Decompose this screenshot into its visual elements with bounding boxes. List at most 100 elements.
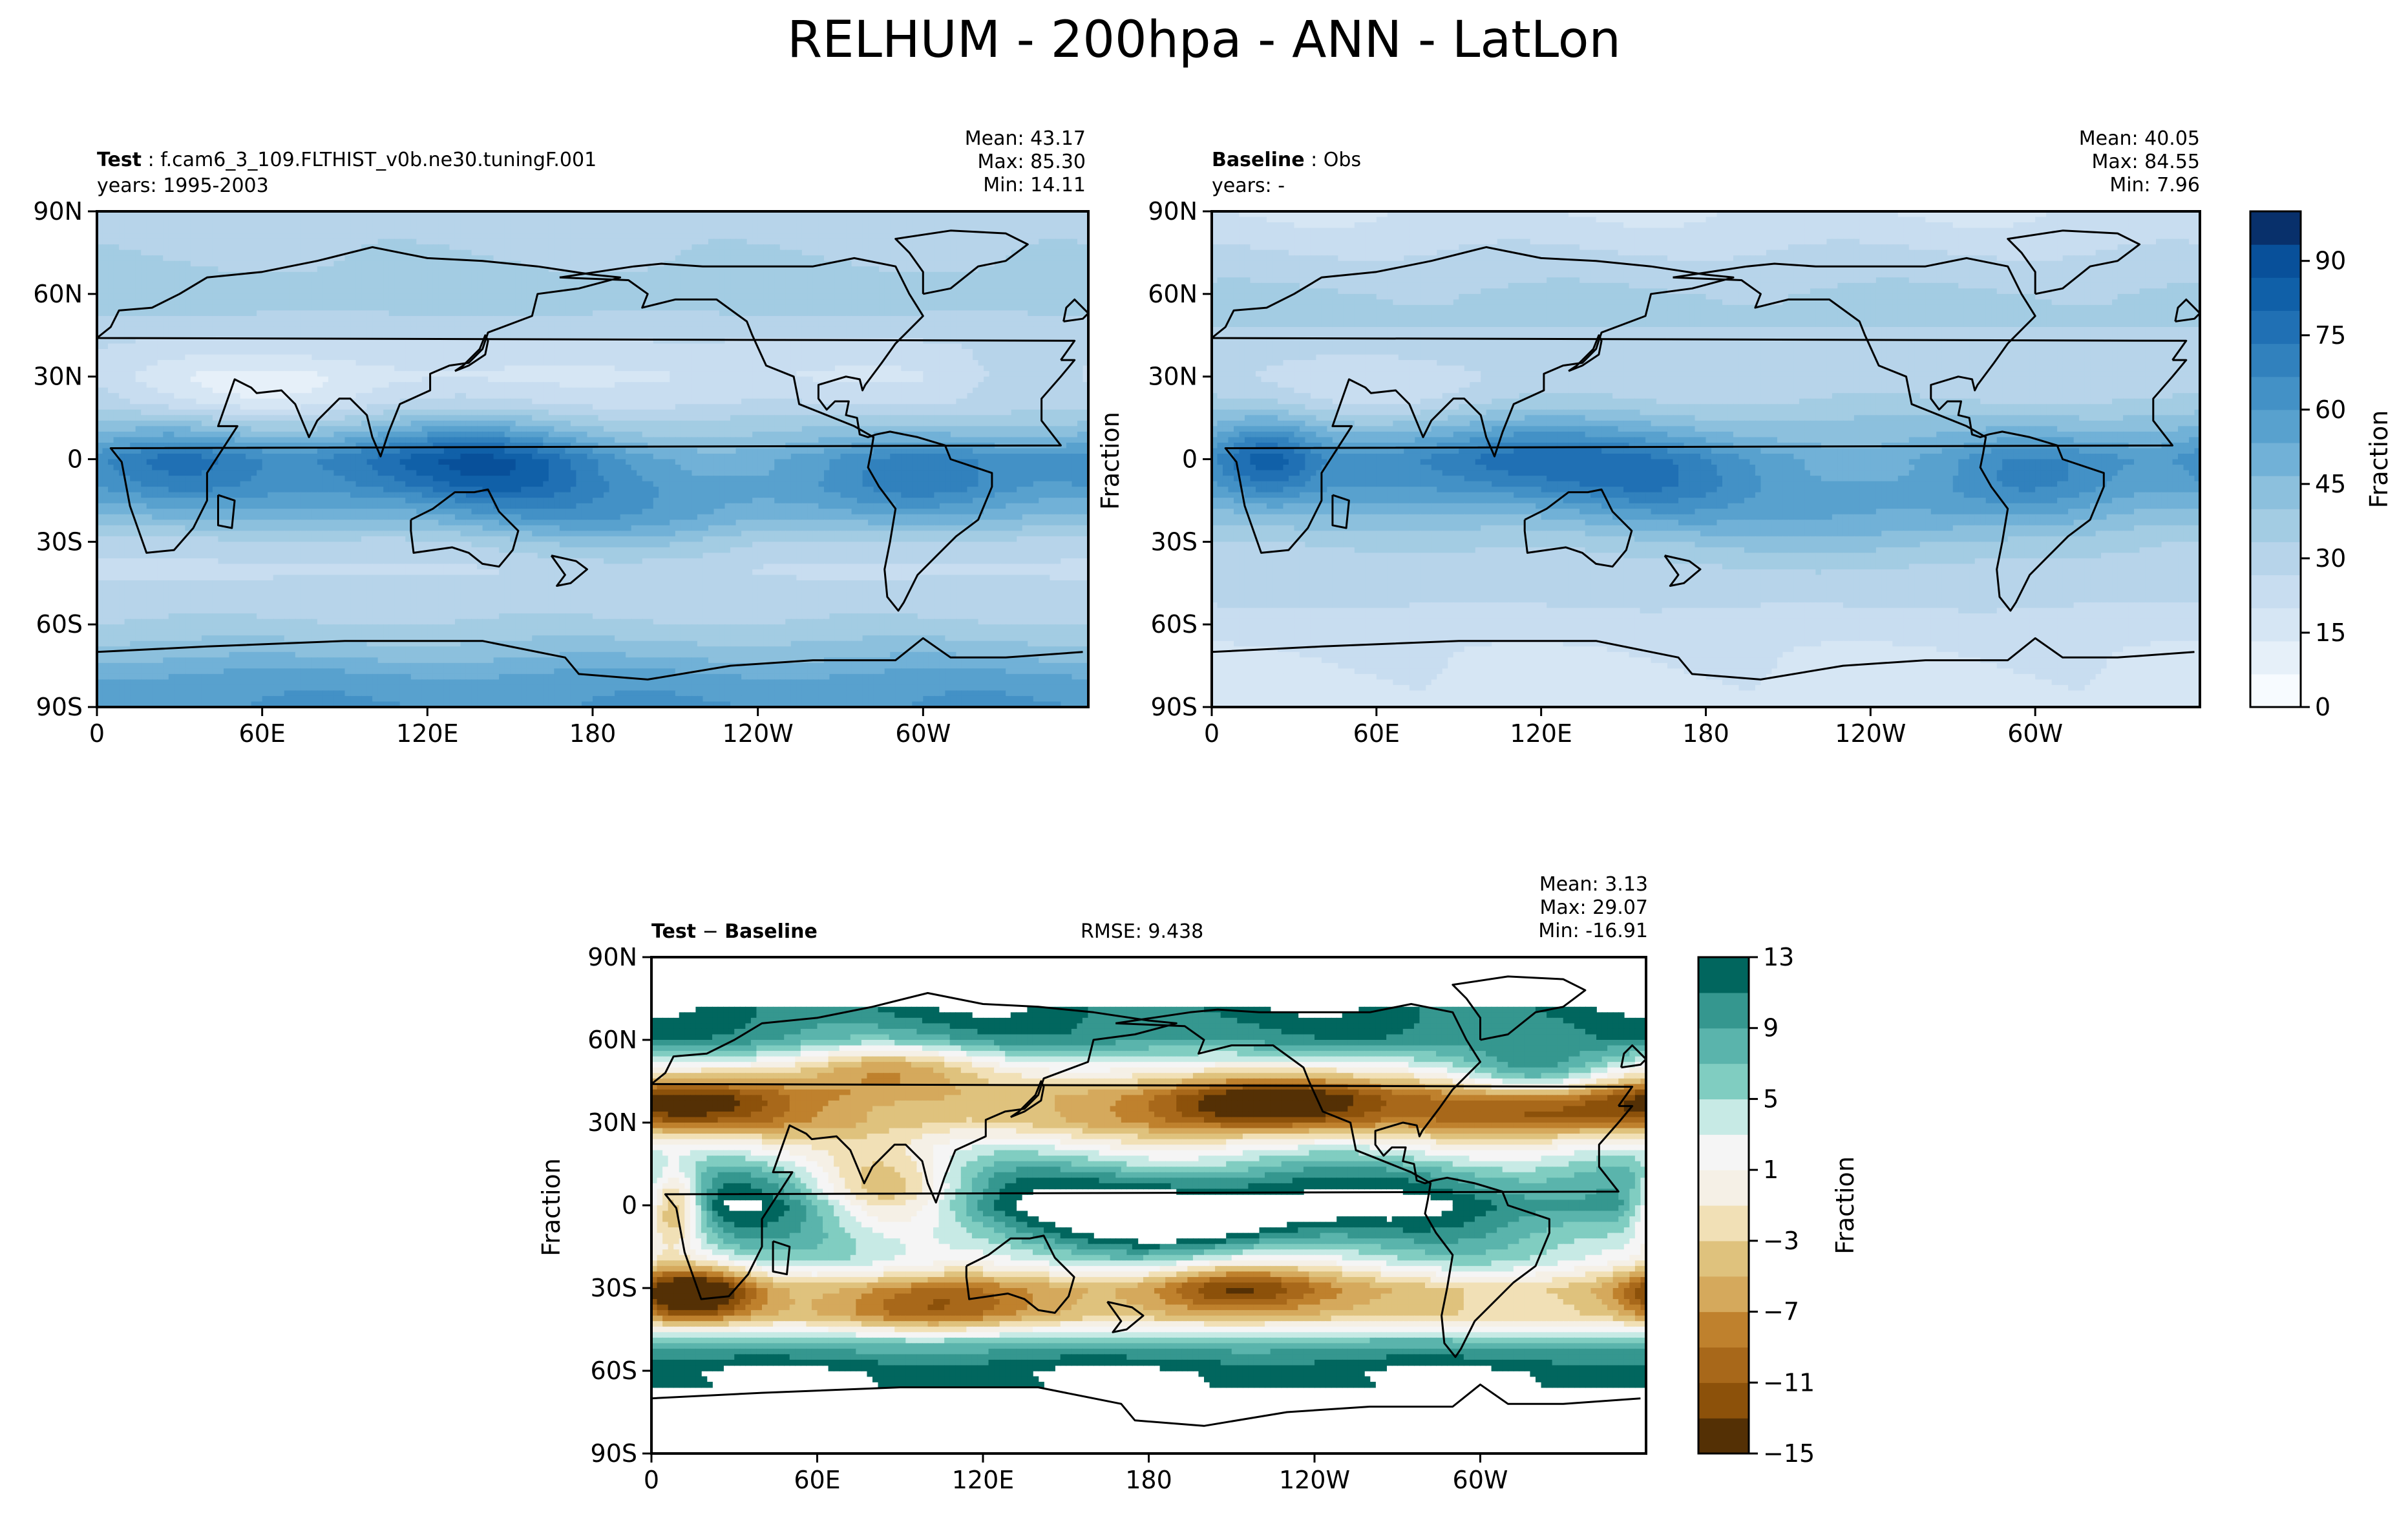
- test-cell: [868, 271, 874, 279]
- test-cell: [653, 293, 660, 301]
- test-cell: [454, 293, 461, 301]
- test-cell: [928, 266, 935, 273]
- test-cell: [163, 211, 169, 218]
- test-cell: [306, 299, 313, 306]
- test-cell: [196, 271, 202, 279]
- test-cell: [312, 222, 318, 229]
- test-cell: [240, 282, 246, 290]
- test-cell: [526, 299, 533, 306]
- test-cell: [857, 288, 863, 295]
- test-cell: [1077, 249, 1084, 256]
- test-cell: [251, 233, 257, 240]
- test-cell: [890, 288, 896, 295]
- test-cell: [768, 249, 776, 256]
- test-cell: [322, 233, 329, 240]
- test-cell: [945, 217, 951, 223]
- test-cell: [978, 227, 984, 234]
- test-cell: [735, 338, 742, 344]
- test-cell: [768, 266, 776, 273]
- test-cell: [416, 299, 423, 306]
- test-cell: [917, 211, 924, 218]
- test-cell: [642, 271, 649, 279]
- test-cell: [570, 360, 577, 366]
- test-cell: [251, 293, 257, 301]
- test-cell: [432, 217, 439, 223]
- test-cell: [372, 233, 379, 240]
- test-cell: [262, 233, 268, 240]
- test-cell: [284, 233, 291, 240]
- test-cell: [604, 310, 610, 317]
- test-cell: [708, 238, 715, 245]
- test-cell: [719, 238, 726, 245]
- test-cell: [405, 277, 412, 284]
- test-cell: [201, 299, 208, 306]
- test-cell: [923, 271, 929, 279]
- test-cell: [642, 222, 649, 229]
- test-cell: [295, 271, 302, 279]
- test-cell: [207, 277, 213, 284]
- test-cell: [779, 338, 787, 344]
- test-cell: [355, 277, 362, 284]
- test-cell: [620, 222, 626, 229]
- test-cell: [637, 293, 643, 301]
- test-cell: [499, 249, 505, 256]
- test-cell: [328, 217, 335, 223]
- test-cell: [185, 271, 191, 279]
- test-cell: [653, 222, 660, 229]
- test-cell: [659, 249, 665, 256]
- test-cell: [257, 238, 263, 245]
- test-cell: [185, 288, 191, 295]
- test-cell: [273, 354, 280, 361]
- test-cell: [460, 255, 467, 262]
- test-cell: [950, 233, 957, 240]
- test-cell: [995, 227, 1001, 234]
- test-cell: [383, 266, 390, 273]
- test-cell: [432, 299, 439, 306]
- test-cell: [196, 244, 202, 251]
- test-cell: [262, 360, 268, 366]
- test-cell: [515, 211, 522, 218]
- test-cell: [686, 260, 693, 268]
- test-cell: [713, 238, 720, 245]
- test-cell: [383, 255, 390, 262]
- test-cell: [763, 343, 770, 350]
- test-cell: [1028, 304, 1034, 312]
- test-cell: [388, 354, 395, 361]
- test-cell: [1022, 238, 1029, 245]
- test-cell: [465, 238, 472, 245]
- test-cell: [146, 349, 153, 355]
- test-cell: [543, 217, 549, 223]
- test-cell: [890, 326, 896, 333]
- test-cell: [752, 233, 759, 240]
- test-cell: [471, 244, 478, 251]
- test-cell: [146, 288, 153, 295]
- test-cell: [702, 211, 709, 218]
- test-cell: [306, 255, 313, 262]
- test-cell: [604, 326, 610, 333]
- test-cell: [581, 288, 588, 295]
- test-cell: [102, 360, 109, 366]
- test-cell: [295, 293, 302, 301]
- baseline-min: Min: 7.96: [2006, 174, 2200, 197]
- test-cell: [273, 249, 280, 256]
- test-cell: [1017, 266, 1023, 273]
- test-cell: [471, 238, 478, 245]
- test-cell: [928, 354, 935, 361]
- test-cell: [735, 310, 742, 317]
- test-cell: [251, 360, 257, 366]
- test-cell: [631, 222, 637, 229]
- test-cell: [196, 332, 202, 339]
- test-cell: [912, 354, 918, 361]
- test-cell: [350, 271, 357, 279]
- test-cell: [333, 315, 340, 322]
- test-cell: [653, 349, 660, 355]
- test-cell: [785, 288, 792, 295]
- test-cell: [532, 222, 538, 229]
- test-cell: [339, 354, 346, 361]
- test-cell: [708, 227, 715, 234]
- test-cell: [724, 260, 731, 268]
- test-cell: [906, 315, 913, 322]
- test-cell: [686, 349, 693, 355]
- test-cell: [295, 288, 302, 295]
- test-cell: [377, 266, 384, 273]
